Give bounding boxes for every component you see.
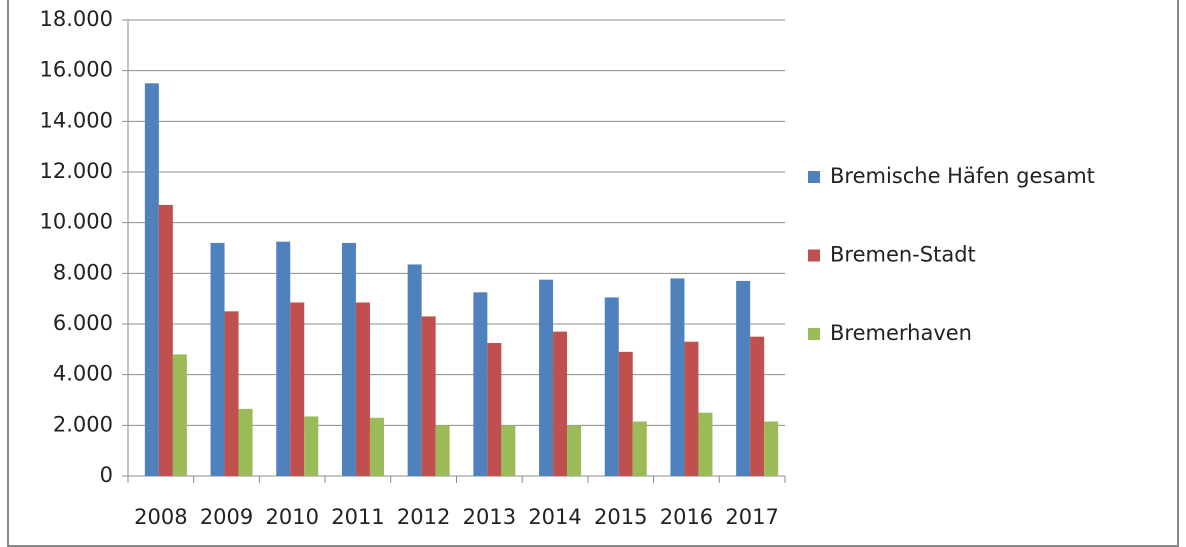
- bar: [567, 425, 582, 476]
- bar: [435, 425, 450, 476]
- y-tick-label: 6.000: [53, 311, 113, 335]
- bar: [210, 242, 225, 476]
- x-tick-label: 2013: [463, 505, 516, 529]
- legend-swatch: [808, 328, 820, 340]
- legend-label: Bremische Häfen gesamt: [830, 164, 1095, 188]
- y-tick-label: 14.000: [40, 108, 113, 132]
- x-tick-label: 2011: [331, 505, 384, 529]
- y-tick-label: 16.000: [40, 58, 113, 82]
- bar: [501, 425, 516, 476]
- y-tick-label: 12.000: [40, 159, 113, 183]
- bar: [369, 417, 384, 476]
- x-tick-label: 2009: [200, 505, 253, 529]
- bar: [144, 83, 159, 476]
- legend-label: Bremen-Stadt: [830, 243, 976, 267]
- bar: [670, 278, 685, 476]
- bar: [224, 311, 239, 476]
- x-tick-label: 2015: [594, 505, 647, 529]
- bar: [632, 421, 647, 476]
- x-tick-label: 2017: [725, 505, 778, 529]
- bar: [304, 416, 319, 476]
- x-tick-label: 2008: [134, 505, 187, 529]
- legend-swatch: [808, 249, 820, 262]
- frame: [7, 0, 1179, 547]
- bar: [355, 302, 370, 476]
- bar: [553, 331, 568, 476]
- bar: [238, 408, 253, 476]
- x-tick-label: 2016: [660, 505, 713, 529]
- y-tick-label: 4.000: [53, 362, 113, 386]
- bar: [341, 242, 356, 476]
- legend-label: Bremerhaven: [830, 321, 972, 345]
- bar: [158, 204, 173, 476]
- y-tick-label: 18.000: [40, 7, 113, 31]
- y-tick-label: 0: [100, 463, 113, 487]
- bar: [604, 297, 619, 476]
- bar: [750, 336, 765, 476]
- bar: [276, 241, 291, 476]
- legend-swatch: [808, 171, 820, 183]
- bar: [290, 302, 305, 476]
- bar: [539, 279, 554, 476]
- bar: [764, 421, 779, 476]
- bar: [684, 341, 699, 476]
- bar: [736, 280, 751, 476]
- bar: [487, 343, 502, 476]
- bar: [698, 412, 713, 476]
- bar: [421, 316, 436, 476]
- y-tick-label: 10.000: [40, 210, 113, 234]
- bar: [172, 354, 187, 476]
- y-tick-label: 2.000: [53, 412, 113, 436]
- bar: [618, 351, 633, 476]
- bar: [473, 292, 488, 476]
- y-tick-label: 8.000: [53, 260, 113, 284]
- x-tick-label: 2010: [266, 505, 319, 529]
- x-tick-label: 2012: [397, 505, 450, 529]
- x-tick-label: 2014: [528, 505, 581, 529]
- bar: [407, 264, 422, 476]
